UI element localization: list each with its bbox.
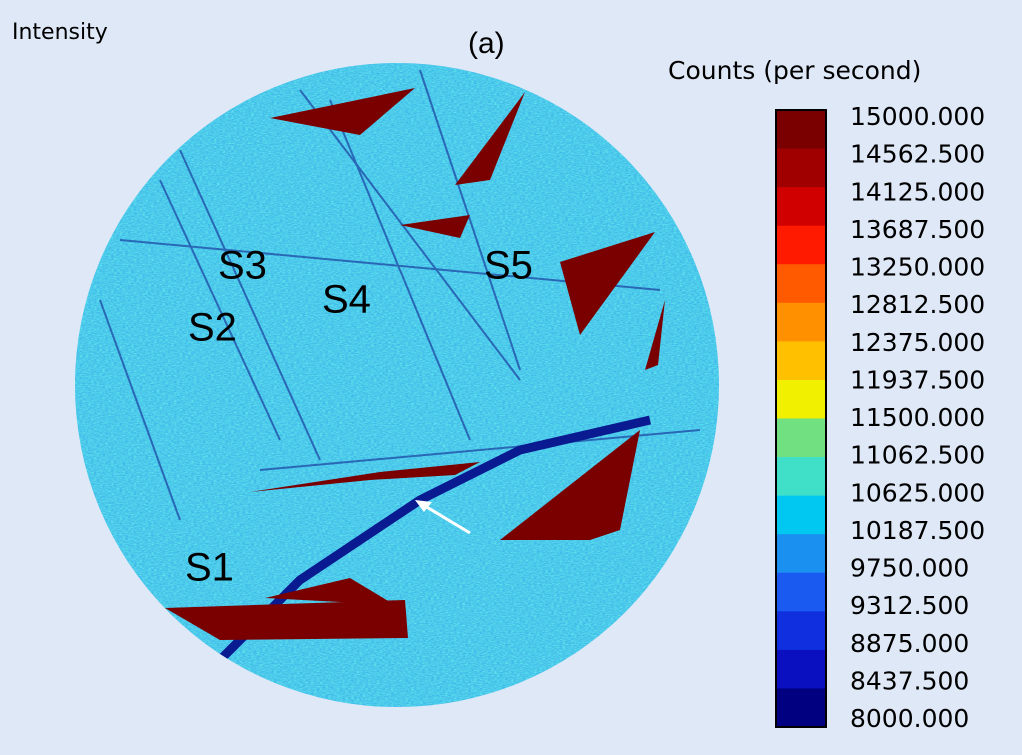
- colorbar-band: [776, 380, 826, 419]
- colorbar-band: [776, 110, 826, 149]
- panel-label: (a): [468, 27, 505, 60]
- colorbar-tick-label: 8875.000: [850, 629, 969, 658]
- colorbar-tick-label: 13687.500: [850, 215, 985, 244]
- colorbar-tick-label: 12375.000: [850, 328, 985, 357]
- colorbar-band: [776, 187, 826, 226]
- colorbar-band: [776, 573, 826, 612]
- colorbar-band: [776, 534, 826, 573]
- colorbar-tick-label: 8437.500: [850, 666, 969, 695]
- colorbar-tick-label: 8000.000: [850, 704, 969, 733]
- colorbar-tick-label: 13250.000: [850, 253, 985, 282]
- colorbar-tick-label: 10625.000: [850, 478, 985, 507]
- colorbar-band: [776, 457, 826, 496]
- colorbar-band: [776, 496, 826, 535]
- colorbar-tick-label: 9750.000: [850, 554, 969, 583]
- colorbar-tick-label: 15000.000: [850, 102, 985, 131]
- colorbar-tick-label: 12812.500: [850, 290, 985, 319]
- colorbar-band: [776, 611, 826, 650]
- colorbar-tick-label: 10187.500: [850, 516, 985, 545]
- colorbar-tick-label: 14125.000: [850, 177, 985, 206]
- colorbar-tick-label: 11500.000: [850, 403, 985, 432]
- region-label: S4: [322, 278, 371, 322]
- colorbar-band: [776, 303, 826, 342]
- region-label: S1: [185, 546, 234, 590]
- region-label: S5: [484, 244, 533, 288]
- colorbar-tick-label: 11937.500: [850, 365, 985, 394]
- colorbar-band: [776, 650, 826, 689]
- colorbar-tick-label: 11062.500: [850, 441, 985, 470]
- colorbar: 15000.000 14562.500 14125.000 13687.500 1325…: [776, 102, 985, 733]
- colorbar-tick-label: 9312.500: [850, 591, 969, 620]
- region-label: S2: [188, 306, 237, 350]
- figure: Intensity (a) S1 S2 S3 S4 S5 Counts (per…: [0, 0, 1022, 755]
- colorbar-band: [776, 419, 826, 458]
- colorbar-band: [776, 149, 826, 188]
- title: Intensity: [12, 20, 108, 45]
- colorbar-band: [776, 688, 826, 727]
- colorbar-band: [776, 226, 826, 265]
- colorbar-tick-label: 14562.500: [850, 140, 985, 169]
- colorbar-band: [776, 264, 826, 303]
- colorbar-label: Counts (per second): [668, 56, 921, 85]
- region-label: S3: [218, 244, 267, 288]
- colorbar-band: [776, 341, 826, 380]
